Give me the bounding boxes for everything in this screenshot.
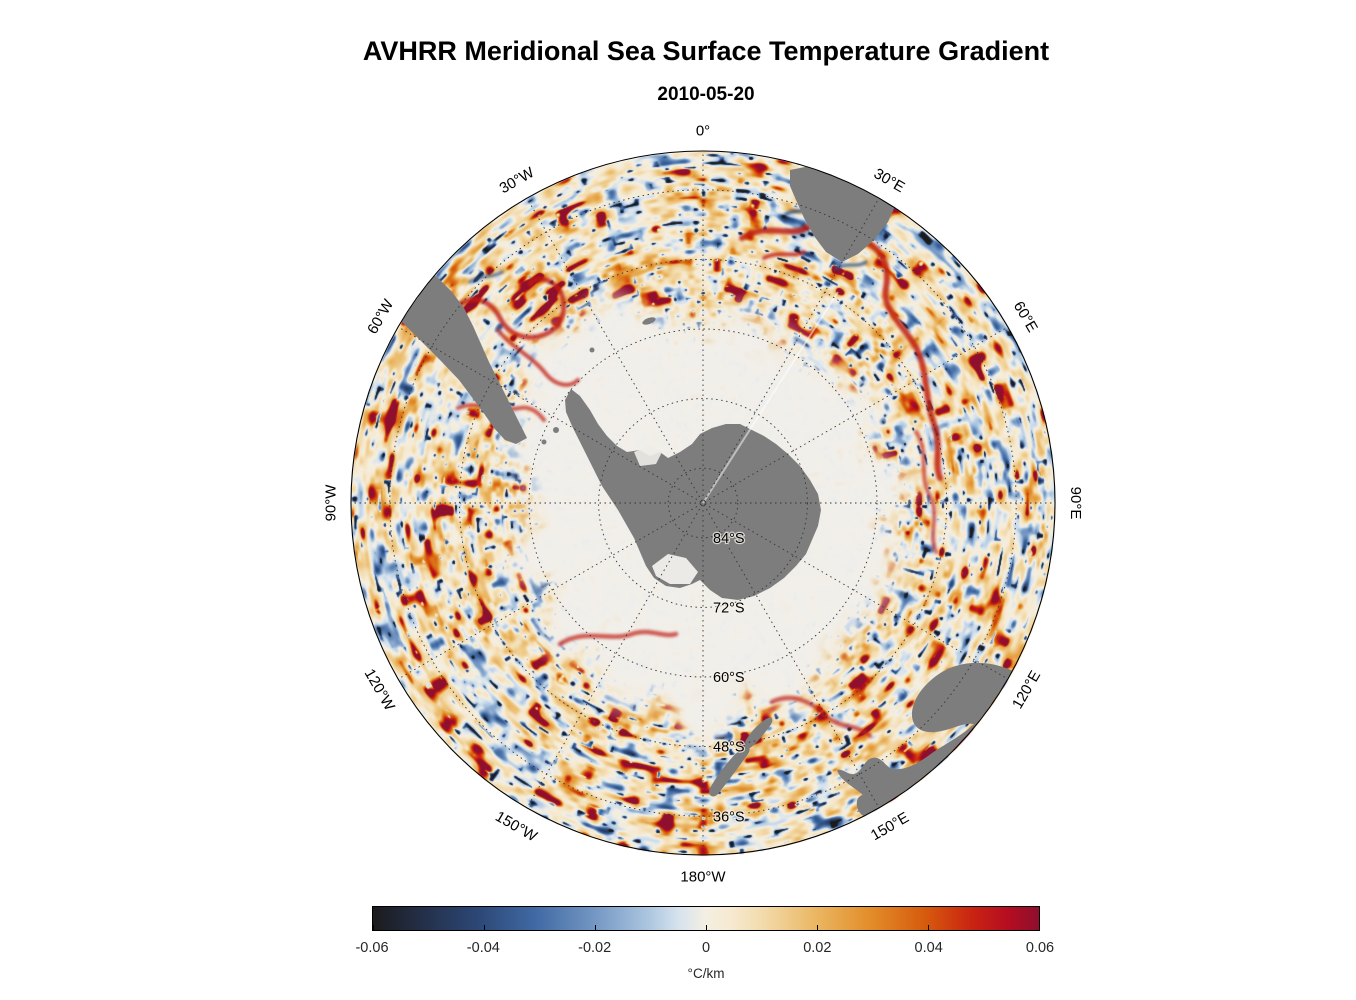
parallel-labels: 84°S 72°S 60°S 48°S 36°S: [712, 530, 746, 827]
colorbar-tick-mark: [595, 925, 596, 930]
frontal-filaments: [449, 206, 943, 739]
small-island: [541, 439, 547, 445]
colorbar-tick-label: 0.02: [803, 940, 832, 956]
meridian-label-30W: 30°W: [497, 164, 538, 198]
meridian-label-90W: 90°W: [322, 484, 339, 522]
colorbar-tick-mark: [1039, 925, 1040, 930]
meridian-label-30E: 30°E: [871, 165, 908, 196]
ronne-ice-shelf: [634, 446, 662, 466]
graticule: [351, 151, 1055, 855]
new-zealand-south-island: [709, 746, 750, 797]
parallel-label-84S: 84°S: [713, 531, 745, 547]
colorbar-tick-label: -0.02: [578, 940, 612, 956]
landmasses: [368, 162, 1013, 818]
indian-front: [914, 430, 938, 554]
australia-landmass: [837, 662, 1013, 807]
map-boundary-circle: [350, 150, 1056, 856]
south-america-landmass: [368, 265, 527, 444]
colorbar-tick-mark: [373, 925, 374, 930]
meridian-label-120W: 120°W: [361, 666, 399, 714]
tierra-del-fuego-island: [553, 427, 559, 433]
polar-front-tasman: [769, 695, 873, 739]
falkland-front: [449, 276, 567, 340]
drake-front: [456, 403, 546, 422]
antarctica-landmass: [565, 389, 821, 600]
ross-ice-shelf: [652, 554, 698, 584]
agulhas-front: [739, 220, 943, 481]
meridian-label-90E: 90°E: [1067, 487, 1084, 520]
meridian-label-150W: 150°W: [492, 808, 540, 846]
tasmania-landmass: [856, 792, 884, 818]
colorbar-tick-mark: [928, 925, 929, 930]
colorbar-tick-label: 0: [701, 940, 711, 956]
meridian-label-150E: 150°E: [868, 809, 912, 844]
colorbar-tick-mark: [484, 925, 485, 930]
south-orkney-island: [589, 347, 595, 353]
colorbar-tick-mark: [706, 925, 707, 930]
colorbar-tick-mark: [817, 925, 818, 930]
parallel-label-48S: 48°S: [713, 740, 745, 756]
latitude-ring: [598, 398, 808, 608]
swath-line: [702, 291, 839, 504]
latitude-ring: [458, 258, 948, 748]
agulhas-front-2: [762, 250, 806, 260]
colorbar: -0.06 -0.04 -0.02 0 0.02 0.04 0.06 °C/km: [355, 906, 1054, 986]
meridian-label-60E: 60°E: [1010, 298, 1041, 335]
polar-front-pacific: [557, 629, 679, 647]
parallel-label-72S: 72°S: [713, 600, 745, 616]
colorbar-tick-label: -0.06: [355, 940, 389, 956]
falkland-cold-filament: [468, 270, 504, 284]
meridian-label-0: 0°: [696, 122, 710, 139]
south-georgia-island: [642, 317, 656, 325]
colorbar-tick-label: 0.04: [914, 940, 943, 956]
falkland-front-2: [496, 328, 580, 387]
meridian-label-180W: 180°W: [680, 868, 726, 885]
colorbar-tick-label: 0.06: [1025, 940, 1055, 956]
parallel-label-36S: 36°S: [713, 809, 745, 825]
parallel-label-60S: 60°S: [713, 670, 745, 686]
colorbar-tick-label: -0.04: [466, 940, 500, 956]
agulhas-cold-filament-2: [834, 260, 868, 270]
latitude-ring: [528, 328, 878, 678]
colorbar-gradient: [372, 906, 1040, 931]
meridian-label-120E: 120°E: [1009, 668, 1044, 712]
colorbar-unit: °C/km: [687, 966, 725, 981]
latitude-ring: [667, 467, 739, 539]
meridian-label-60W: 60°W: [364, 296, 398, 337]
new-zealand-north-island: [744, 717, 773, 749]
